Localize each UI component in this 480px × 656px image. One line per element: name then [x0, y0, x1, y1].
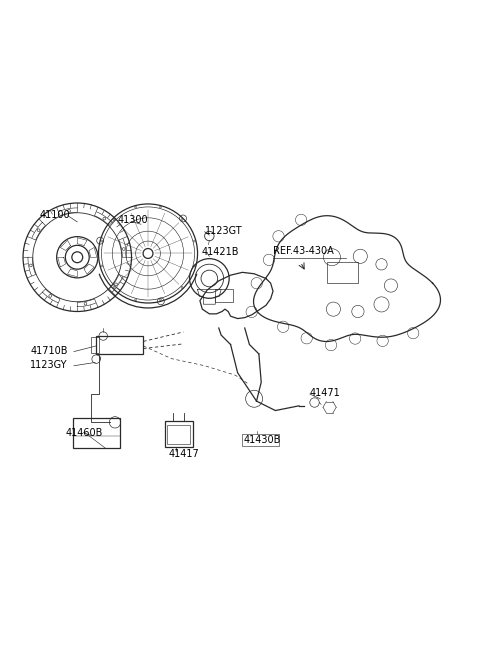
Bar	[165, 421, 193, 447]
Bar	[91, 337, 98, 352]
Bar	[242, 434, 279, 446]
Text: 41421B: 41421B	[201, 247, 239, 257]
Text: 1123GT: 1123GT	[204, 226, 242, 236]
Text: REF.43-430A: REF.43-430A	[273, 246, 334, 256]
Bar	[168, 424, 190, 444]
Text: 41100: 41100	[39, 210, 70, 220]
Text: 1123GY: 1123GY	[30, 359, 68, 370]
Bar	[96, 336, 144, 354]
Text: 41300: 41300	[118, 215, 148, 226]
Text: 41460B: 41460B	[65, 428, 103, 438]
Bar	[215, 289, 233, 302]
Text: 41417: 41417	[168, 449, 199, 459]
Bar	[327, 262, 358, 283]
Text: 41710B: 41710B	[30, 346, 68, 356]
Text: 41471: 41471	[310, 388, 340, 398]
Bar	[72, 418, 120, 448]
Text: 41430B: 41430B	[244, 436, 281, 445]
